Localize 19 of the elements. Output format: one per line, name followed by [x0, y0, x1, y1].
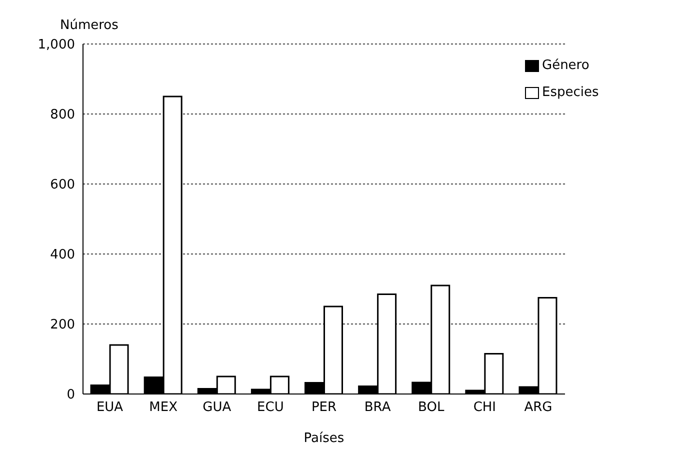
x-tick-label: BOL [418, 400, 445, 416]
y-tick-label: 800 [50, 108, 75, 123]
y-tick-label: 200 [50, 318, 75, 333]
x-tick-label: GUA [202, 400, 232, 416]
y-axis-title: Números [60, 18, 118, 33]
x-tick-label: PER [311, 400, 337, 416]
y-tick-label: 1,000 [38, 38, 75, 53]
x-axis-title: Países [304, 431, 344, 446]
x-tick-label: EUA [96, 400, 124, 416]
x-tick-label: ECU [257, 400, 284, 416]
y-tick-label: 600 [50, 178, 75, 193]
legend-label: Género [542, 58, 590, 73]
y-tick-label: 400 [50, 248, 75, 263]
y-tick-label: 0 [66, 388, 75, 403]
x-tick-label: MEX [149, 400, 178, 416]
legend-label: Especies [542, 85, 599, 100]
x-tick-label: CHI [473, 400, 496, 416]
x-tick-label: BRA [364, 400, 391, 416]
x-tick-label: ARG [524, 400, 552, 416]
